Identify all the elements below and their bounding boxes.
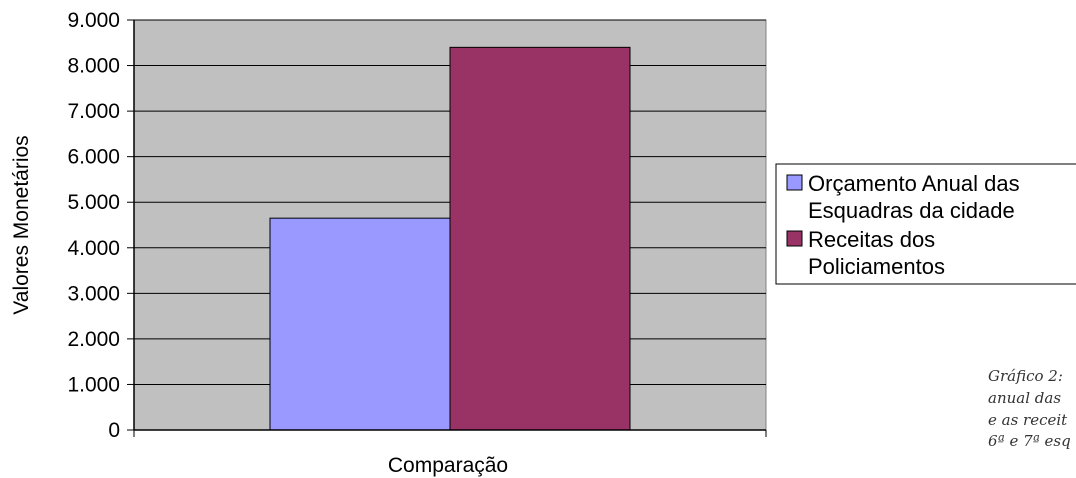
y-tick-label: 7.000	[67, 100, 120, 123]
caption-line-4: 6ª e 7ª esq	[988, 432, 1071, 450]
y-tick-label: 2.000	[67, 328, 120, 351]
y-tick-label: 6.000	[67, 146, 120, 169]
legend-swatch-orcamento	[786, 174, 803, 191]
figure-caption: Gráfico 2: anual das e as receit 6ª e 7ª…	[988, 367, 1071, 450]
legend-box	[775, 163, 1076, 285]
caption-line-3: e as receit	[988, 411, 1068, 429]
y-tick-labels: 0 1.000 2.000 3.000 4.000 5.000 6.000 7.000 8.00…	[67, 9, 120, 442]
y-tick-label: 1.000	[67, 373, 120, 396]
legend-label-orcamento-line2: Esquadras da cidade	[808, 198, 1015, 223]
axes	[127, 19, 767, 437]
y-tick-label: 8.000	[67, 55, 120, 78]
legend-swatch-receitas	[786, 230, 803, 247]
y-tick-label: 3.000	[67, 282, 120, 305]
legend: Orçamento Anual das Esquadras da cidade …	[775, 163, 1076, 285]
caption-line-1: Gráfico 2:	[988, 367, 1063, 385]
legend-label-receitas-line1: Receitas dos	[808, 227, 935, 252]
y-tick-label: 9.000	[67, 9, 120, 32]
y-axis-title: Valores Monetários	[10, 135, 33, 314]
x-axis-title: Comparação	[388, 454, 508, 477]
legend-label-receitas-line2: Policiamentos	[808, 254, 945, 279]
bar-orcamento	[269, 217, 451, 431]
legend-label-orcamento-line1: Orçamento Anual das	[808, 171, 1020, 196]
y-tick-label: 5.000	[67, 191, 120, 214]
y-tick-label: 0	[108, 419, 120, 442]
bar-receitas	[449, 46, 631, 431]
y-tick-label: 4.000	[67, 237, 120, 260]
caption-line-2: anual das	[988, 389, 1061, 407]
bars	[269, 46, 631, 431]
